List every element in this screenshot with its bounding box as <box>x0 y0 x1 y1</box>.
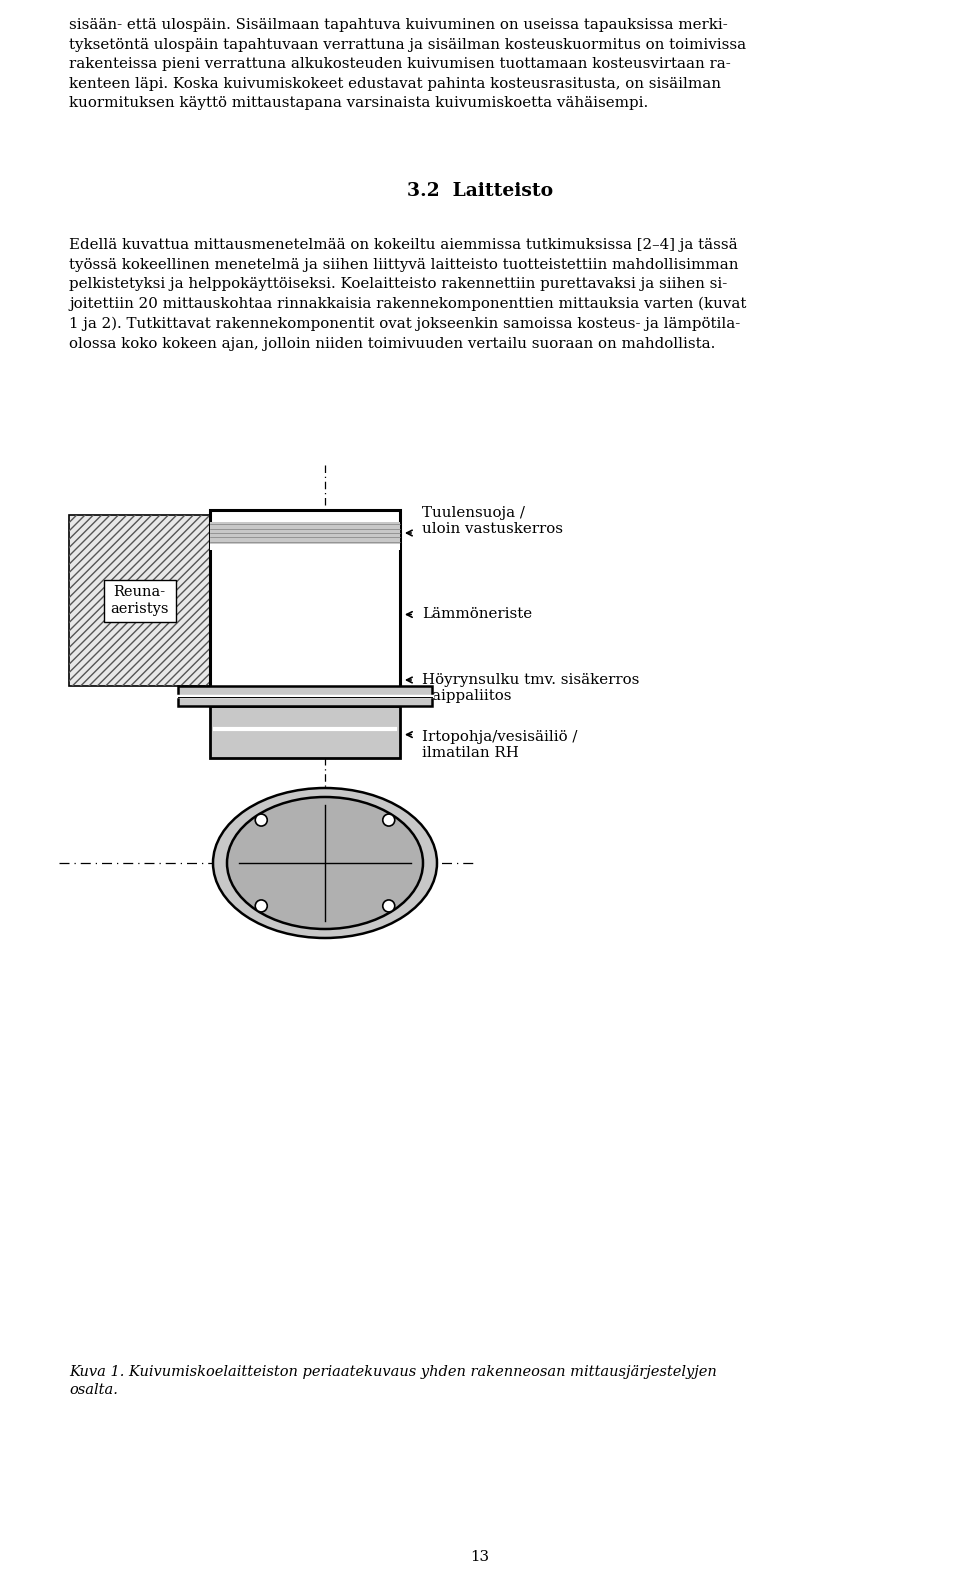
Circle shape <box>255 814 267 826</box>
Bar <box>210 706 400 758</box>
Text: Irtopohja/vesisäiliö /
ilmatilan RH: Irtopohja/vesisäiliö / ilmatilan RH <box>422 729 577 760</box>
Bar <box>210 543 400 550</box>
Ellipse shape <box>227 798 423 930</box>
Text: Reuna-
aeristys: Reuna- aeristys <box>110 585 169 615</box>
Text: Edellä kuvattua mittausmenetelmää on kokeiltu aiemmissa tutkimuksissa [2–4] ja t: Edellä kuvattua mittausmenetelmää on kok… <box>69 238 747 351</box>
Bar <box>104 580 176 621</box>
Circle shape <box>383 814 395 826</box>
Ellipse shape <box>213 788 437 938</box>
Text: Lämmöneriste: Lämmöneriste <box>422 607 532 621</box>
Text: 13: 13 <box>470 1549 490 1564</box>
Circle shape <box>255 899 267 912</box>
Text: Tuulensuoja /
uloin vastuskerros: Tuulensuoja / uloin vastuskerros <box>422 505 563 535</box>
Bar <box>69 515 210 686</box>
Text: Höyrynsulku tmv. sisäkerros: Höyrynsulku tmv. sisäkerros <box>422 674 639 686</box>
Bar <box>178 686 432 706</box>
Text: Laippaliitos: Laippaliitos <box>422 690 512 702</box>
Bar <box>210 523 400 543</box>
Text: sisään- että ulospäin. Sisäilmaan tapahtuva kuivuminen on useissa tapauksissa me: sisään- että ulospäin. Sisäilmaan tapaht… <box>69 17 746 110</box>
Text: 3.2  Laitteisto: 3.2 Laitteisto <box>407 183 553 200</box>
Circle shape <box>383 899 395 912</box>
Bar <box>210 510 400 701</box>
Text: Kuva 1. Kuivumiskoelaitteiston periaatekuvaus yhden rakenneosan mittausjärjestel: Kuva 1. Kuivumiskoelaitteiston periaatek… <box>69 1365 717 1397</box>
Bar <box>69 515 210 686</box>
